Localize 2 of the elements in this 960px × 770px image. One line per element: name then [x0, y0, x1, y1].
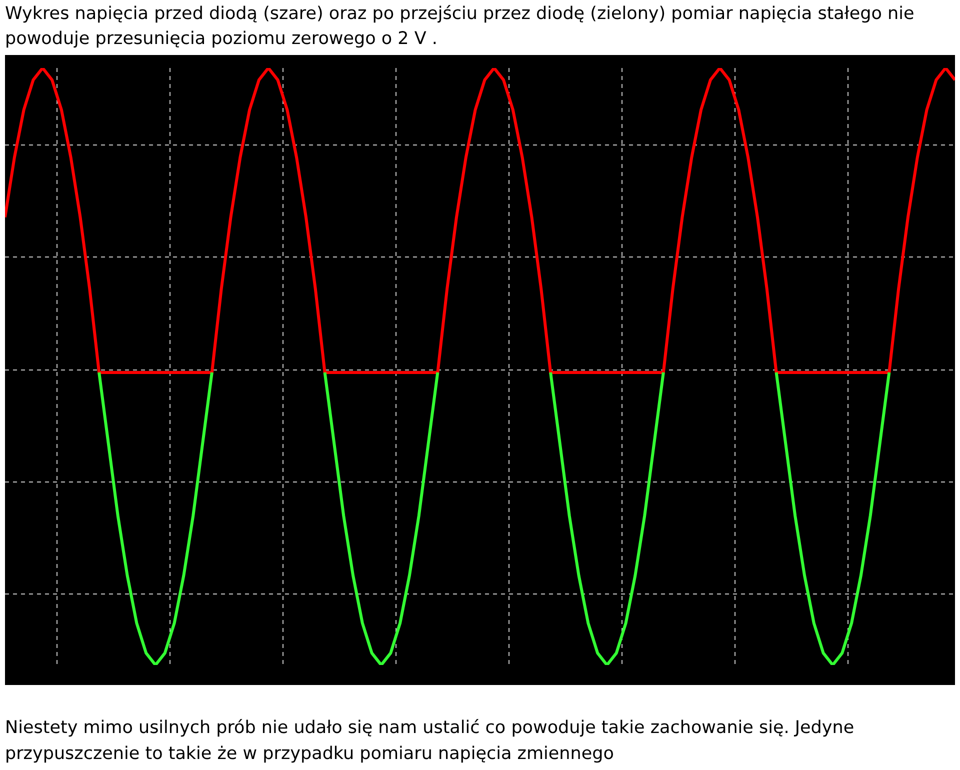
- chart-title: Wykres napięcia przed diodą (szare) oraz po przejściu przez diodę (zielony) pomiar napięcia stałego nie powoduje przesunięcia poziomu zerowego o 2 V .: [5, 3, 916, 51]
- text: Niestety mimo usilnych prób nie udało się nam ustalić co powoduje takie zachowanie się. Jedyne przypuszczenie to takie że w przypadku pomiaru napięcia zmiennego: [5, 717, 856, 766]
